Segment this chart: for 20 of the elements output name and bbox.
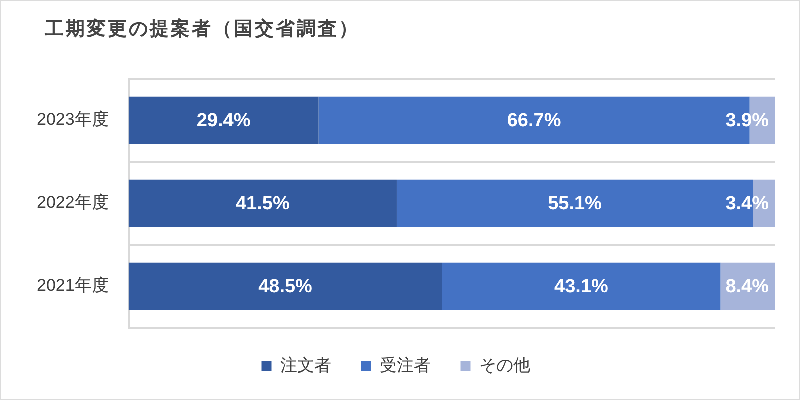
data-label: 43.1% <box>554 276 609 298</box>
y-tick-label: 2023年度 <box>36 110 109 130</box>
data-label: 48.5% <box>258 276 313 298</box>
bar <box>442 262 721 310</box>
bar <box>128 262 442 310</box>
y-tick-label: 2022年度 <box>36 193 109 212</box>
data-label: 55.1% <box>548 194 602 215</box>
data-label: 8.4% <box>726 276 770 298</box>
legend-label: その他 <box>479 356 530 376</box>
legend-label: 注文者 <box>280 356 332 376</box>
bar <box>128 96 319 144</box>
data-label: 3.4% <box>726 194 770 215</box>
legend-label: 受注者 <box>380 356 431 376</box>
chart-title: 工期変更の提案者（国交省調査） <box>45 17 360 42</box>
data-label: 29.4% <box>196 110 251 132</box>
data-label: 41.5% <box>236 194 290 215</box>
data-label: 66.7% <box>507 110 562 132</box>
y-tick-label: 2021年度 <box>36 276 109 296</box>
bar <box>128 180 397 228</box>
data-label: 3.9% <box>726 110 770 132</box>
